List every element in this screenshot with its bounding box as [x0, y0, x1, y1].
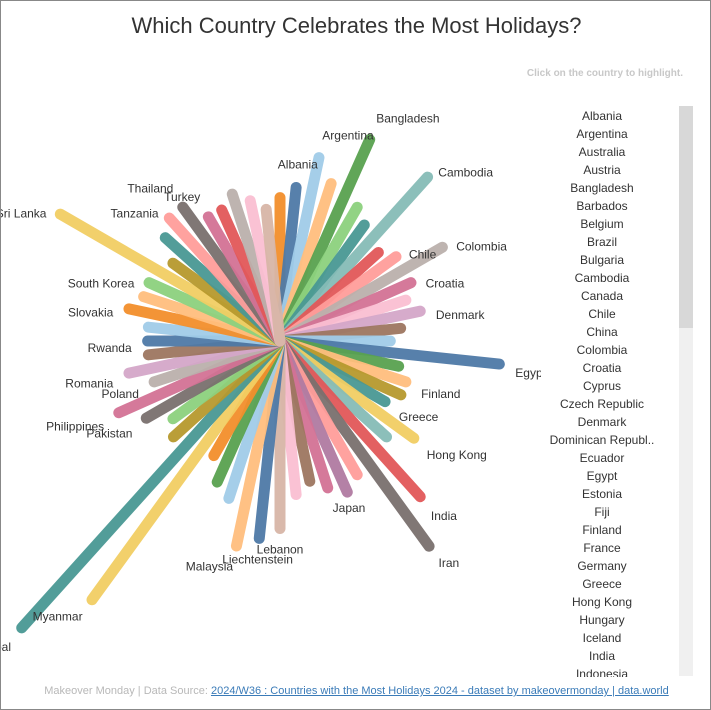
spoke-label: South Korea [68, 276, 135, 290]
spoke-label: Philippines [46, 419, 104, 433]
spoke-label: Lebanon [257, 543, 304, 557]
country-item[interactable]: India [588, 649, 616, 663]
country-item[interactable]: Germany [577, 559, 627, 573]
country-item[interactable]: China [586, 325, 618, 339]
spoke-label: Malaysia [186, 560, 234, 574]
spoke-label: Slovakia [68, 306, 114, 320]
country-item[interactable]: Albania [581, 109, 623, 123]
country-item[interactable]: Argentina [576, 127, 628, 141]
spoke [260, 203, 286, 347]
footer-prefix: Makeover Monday | Data Source: [44, 685, 211, 697]
country-item[interactable]: Iceland [582, 631, 622, 645]
spoke-label: Liechtenstein [222, 552, 293, 566]
spoke-label: Bangladesh [376, 112, 439, 126]
spoke-label: Egypt [515, 366, 541, 380]
country-item[interactable]: France [583, 541, 621, 555]
country-item[interactable]: Bulgaria [579, 253, 625, 267]
country-item[interactable]: Cambodia [574, 271, 630, 285]
country-item[interactable]: Brazil [586, 235, 617, 249]
spoke-label: Denmark [436, 308, 486, 322]
country-item[interactable]: Hungary [579, 613, 625, 627]
spoke-label: Poland [102, 387, 139, 401]
footer-link[interactable]: 2024/W36 : Countries with the Most Holid… [210, 685, 669, 697]
spoke-label: Tanzania [111, 206, 159, 220]
country-item[interactable]: Czech Republic [559, 397, 645, 411]
spoke-label: Japan [333, 501, 366, 515]
spoke [86, 335, 286, 606]
country-item[interactable]: Barbados [576, 199, 628, 213]
country-item[interactable]: Australia [578, 145, 626, 159]
country-item[interactable]: Fiji [594, 505, 610, 519]
country-item[interactable]: Austria [583, 163, 621, 177]
scroll-thumb[interactable] [679, 106, 693, 328]
country-item[interactable]: Ecuador [579, 451, 625, 465]
country-item[interactable]: Finland [582, 523, 622, 537]
country-item[interactable]: Bangladesh [570, 181, 634, 195]
country-item[interactable]: Indonesia [575, 667, 629, 677]
spoke-label: Chile [409, 247, 437, 261]
spoke-label: Cambodia [438, 165, 493, 179]
country-item[interactable]: Croatia [582, 361, 622, 375]
spoke-label: Myanmar [33, 610, 83, 624]
spoke-label: Finland [421, 387, 460, 401]
country-item[interactable]: Colombia [576, 343, 628, 357]
spoke-label: Thailand [127, 182, 173, 196]
country-item[interactable]: Canada [580, 289, 624, 303]
spoke-label: Rwanda [88, 341, 132, 355]
scrollbar[interactable] [679, 106, 693, 676]
spoke-label: Turkey [164, 190, 200, 204]
hint: Click on the country to highlight. [526, 68, 683, 79]
spoke-label: Sri Lanka [1, 206, 47, 220]
footer: Makeover Monday | Data Source: 2024/W36 … [1, 685, 710, 697]
spoke-label: Nepal [1, 640, 11, 654]
country-item[interactable]: Hong Kong [571, 595, 633, 609]
spoke-label: Colombia [456, 239, 507, 253]
spoke-label: Argentina [322, 128, 374, 142]
spoke-label: Albania [278, 158, 318, 172]
country-item[interactable]: Estonia [581, 487, 623, 501]
country-item[interactable]: Greece [582, 577, 622, 591]
country-item[interactable]: Belgium [580, 217, 624, 231]
country-item[interactable]: Denmark [577, 415, 627, 429]
spoke-label: Hong Kong [427, 448, 487, 462]
country-list: Albania Argentina Australia Austria Banglade… [541, 107, 663, 677]
spoke-label: Iran [439, 556, 460, 570]
spoke-label: Romania [65, 377, 113, 391]
spoke-label: Greece [399, 410, 439, 424]
spoke-label: Croatia [426, 276, 465, 290]
country-item[interactable]: Dominican Republ.. [549, 433, 655, 447]
country-item[interactable]: Egypt [586, 469, 618, 483]
country-item[interactable]: Chile [588, 307, 616, 321]
chart-title: Which Country Celebrates the Most Holida… [131, 13, 582, 38]
spoke-label: India [431, 509, 457, 523]
spoke [16, 335, 286, 634]
country-item[interactable]: Cyprus [582, 379, 621, 393]
spoke-label: Pakistan [86, 426, 132, 440]
